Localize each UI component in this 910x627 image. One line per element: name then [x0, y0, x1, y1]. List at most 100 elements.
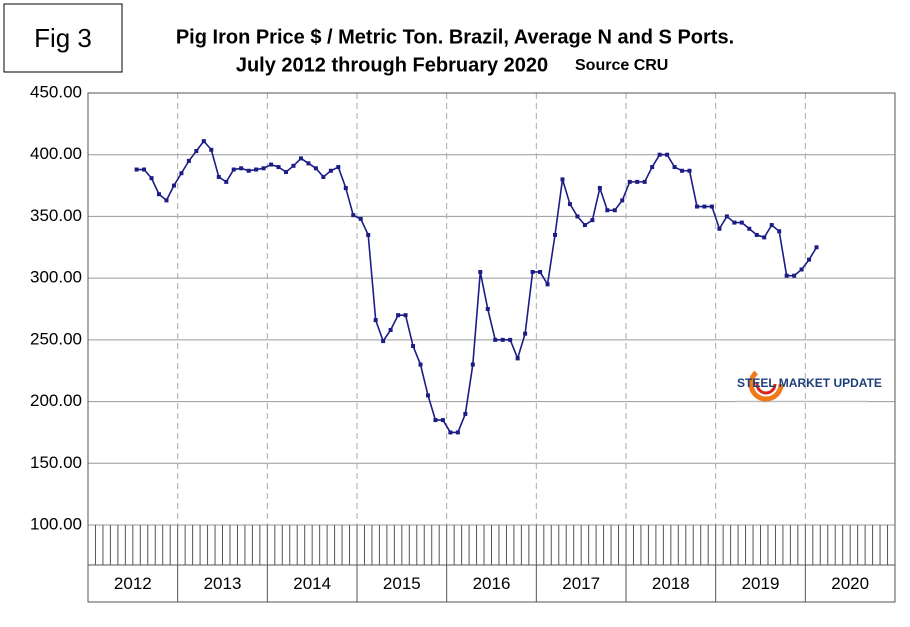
logo-swirl-inner	[755, 373, 777, 395]
data-point	[194, 149, 199, 154]
chart-subtitle: July 2012 through February 2020	[236, 54, 548, 76]
figure-label-box	[3, 3, 123, 73]
data-point	[739, 220, 744, 225]
data-point	[351, 213, 356, 218]
data-point	[321, 174, 326, 179]
series-line	[136, 139, 818, 434]
y-tick-label: 100.00	[30, 514, 82, 533]
data-point	[284, 169, 289, 174]
data-point	[538, 269, 543, 274]
data-point	[560, 177, 565, 182]
x-tick-label: 2012	[114, 574, 152, 593]
data-point	[478, 269, 483, 274]
data-point	[732, 220, 737, 225]
data-point	[769, 223, 774, 228]
y-tick-label: 350.00	[30, 206, 82, 225]
data-point	[448, 430, 453, 435]
data-point	[336, 165, 341, 170]
data-point	[171, 183, 176, 188]
data-point	[807, 257, 812, 262]
data-point	[605, 208, 610, 213]
data-point	[754, 232, 759, 237]
data-point	[523, 331, 528, 336]
data-point	[425, 393, 430, 398]
y-tick-label: 450.00	[30, 82, 82, 101]
data-point	[724, 214, 729, 219]
data-point	[269, 162, 274, 167]
data-point	[276, 165, 281, 170]
y-tick-label: 400.00	[30, 144, 82, 163]
data-point	[156, 192, 161, 197]
data-point	[792, 273, 797, 278]
data-point	[747, 226, 752, 231]
data-point	[680, 168, 685, 173]
data-point	[665, 152, 670, 157]
data-point	[298, 156, 303, 161]
data-point	[590, 218, 595, 223]
data-point	[433, 418, 438, 423]
data-point	[582, 223, 587, 228]
y-tick-label: 300.00	[30, 268, 82, 287]
data-point	[597, 186, 602, 191]
data-point	[627, 179, 632, 184]
x-tick-label: 2015	[383, 574, 421, 593]
data-point	[530, 269, 535, 274]
data-point	[784, 273, 789, 278]
data-point	[567, 202, 572, 207]
data-point	[463, 411, 468, 416]
data-point	[709, 204, 714, 209]
data-point	[642, 179, 647, 184]
data-point	[620, 198, 625, 203]
logo: STEEL MARKET UPDATE	[735, 366, 882, 402]
data-point	[672, 165, 677, 170]
data-point	[777, 229, 782, 234]
chart-title: Pig Iron Price $ / Metric Ton. Brazil, A…	[176, 26, 734, 48]
data-point	[261, 166, 266, 171]
data-point	[246, 168, 251, 173]
x-tick-label: 2019	[742, 574, 780, 593]
logo-text: STEEL MARKET UPDATE	[737, 376, 882, 390]
x-tick-label: 2017	[562, 574, 600, 593]
data-point	[388, 327, 393, 332]
plot-border	[87, 92, 896, 603]
data-point	[545, 282, 550, 287]
logo-swirl	[748, 366, 784, 402]
data-point	[694, 204, 699, 209]
data-point	[657, 152, 662, 157]
data-point	[396, 313, 401, 318]
data-point	[687, 168, 692, 173]
data-point	[553, 232, 558, 237]
data-point	[635, 179, 640, 184]
data-point	[440, 418, 445, 423]
data-point	[149, 176, 154, 181]
data-point	[186, 158, 191, 163]
data-point	[373, 318, 378, 323]
chart-source: Source CRU	[575, 57, 668, 74]
data-point	[134, 167, 139, 172]
x-tick-label: 2018	[652, 574, 690, 593]
data-point	[762, 235, 767, 240]
x-tick-label: 2020	[831, 574, 869, 593]
data-point	[575, 214, 580, 219]
data-point	[650, 165, 655, 170]
y-tick-label: 250.00	[30, 329, 82, 348]
data-point	[231, 167, 236, 172]
data-point	[201, 139, 206, 144]
figure-label: Fig 3	[34, 23, 92, 53]
data-point	[381, 339, 386, 344]
data-point	[500, 337, 505, 342]
data-point	[142, 167, 147, 172]
data-point	[455, 430, 460, 435]
data-point	[179, 171, 184, 176]
data-point	[411, 344, 416, 349]
x-tick-label: 2014	[293, 574, 331, 593]
data-point	[612, 208, 617, 213]
data-point	[493, 337, 498, 342]
y-tick-label: 150.00	[30, 453, 82, 472]
data-point	[224, 179, 229, 184]
data-point	[702, 204, 707, 209]
data-point	[814, 245, 819, 250]
data-point	[508, 337, 513, 342]
data-point	[515, 356, 520, 361]
